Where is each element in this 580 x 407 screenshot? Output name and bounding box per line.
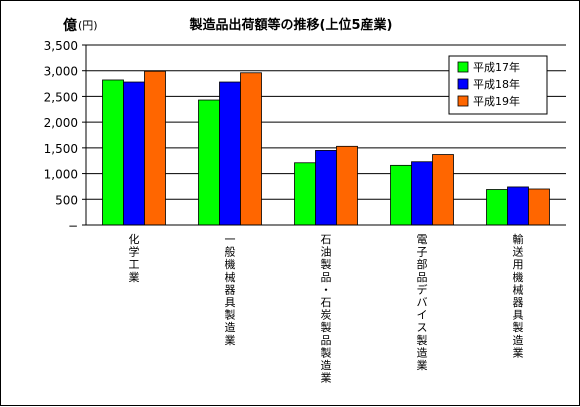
category-labels: 化学工業 一般機械器具製造業 石油製品・石炭製品製造業 電子部品デバイス製造業 輸送用機… xyxy=(129,232,524,385)
y-tick-label: 3,500 xyxy=(44,39,78,53)
bar xyxy=(198,99,220,226)
bar xyxy=(336,145,358,226)
y-tick-label: 1,000 xyxy=(44,168,78,182)
category-label: 電子部品デバイス製造業 xyxy=(417,233,428,372)
y-tick-labels: − 500 1,000 1,500 2,000 2,500 3,000 3,500 xyxy=(44,39,78,233)
category-label: 一般機械器具製造業 xyxy=(225,233,236,347)
bars xyxy=(102,70,550,226)
bar xyxy=(528,188,550,226)
chart-title: 製造品出荷額等の推移(上位5産業) xyxy=(189,17,393,33)
y-tick-label: 1,500 xyxy=(44,142,78,156)
y-axis-unit-sub: (円) xyxy=(78,19,98,32)
legend-label: 平成18年 xyxy=(473,77,520,91)
bar xyxy=(240,72,262,226)
bar xyxy=(507,186,529,226)
y-tick-label: 2,000 xyxy=(44,116,78,130)
bar xyxy=(144,70,166,226)
legend-swatch xyxy=(457,78,469,90)
bar xyxy=(486,189,508,226)
y-axis-unit: 億 xyxy=(63,17,77,34)
y-tick-label: 500 xyxy=(55,193,78,207)
axes xyxy=(82,44,566,226)
y-tick-label: 3,000 xyxy=(44,65,78,79)
bar xyxy=(102,79,124,226)
category-label: 化学工業 xyxy=(129,232,140,284)
gridlines xyxy=(86,44,566,200)
category-label: 輸送用機械器具製造業 xyxy=(513,232,524,359)
bar xyxy=(123,81,145,226)
bar xyxy=(411,161,433,226)
bar xyxy=(315,150,337,226)
y-tick-label: 2,500 xyxy=(44,90,78,104)
legend-label: 平成17年 xyxy=(473,60,520,74)
y-tick-label: − xyxy=(68,219,78,233)
bar xyxy=(294,162,316,226)
legend-swatch xyxy=(457,95,469,107)
bar xyxy=(219,81,241,226)
category-label: 石油製品・石炭製品製造業 xyxy=(321,233,332,385)
bar xyxy=(390,164,412,226)
bar xyxy=(432,154,454,226)
legend-label: 平成19年 xyxy=(473,94,520,108)
legend-swatch xyxy=(457,61,469,73)
